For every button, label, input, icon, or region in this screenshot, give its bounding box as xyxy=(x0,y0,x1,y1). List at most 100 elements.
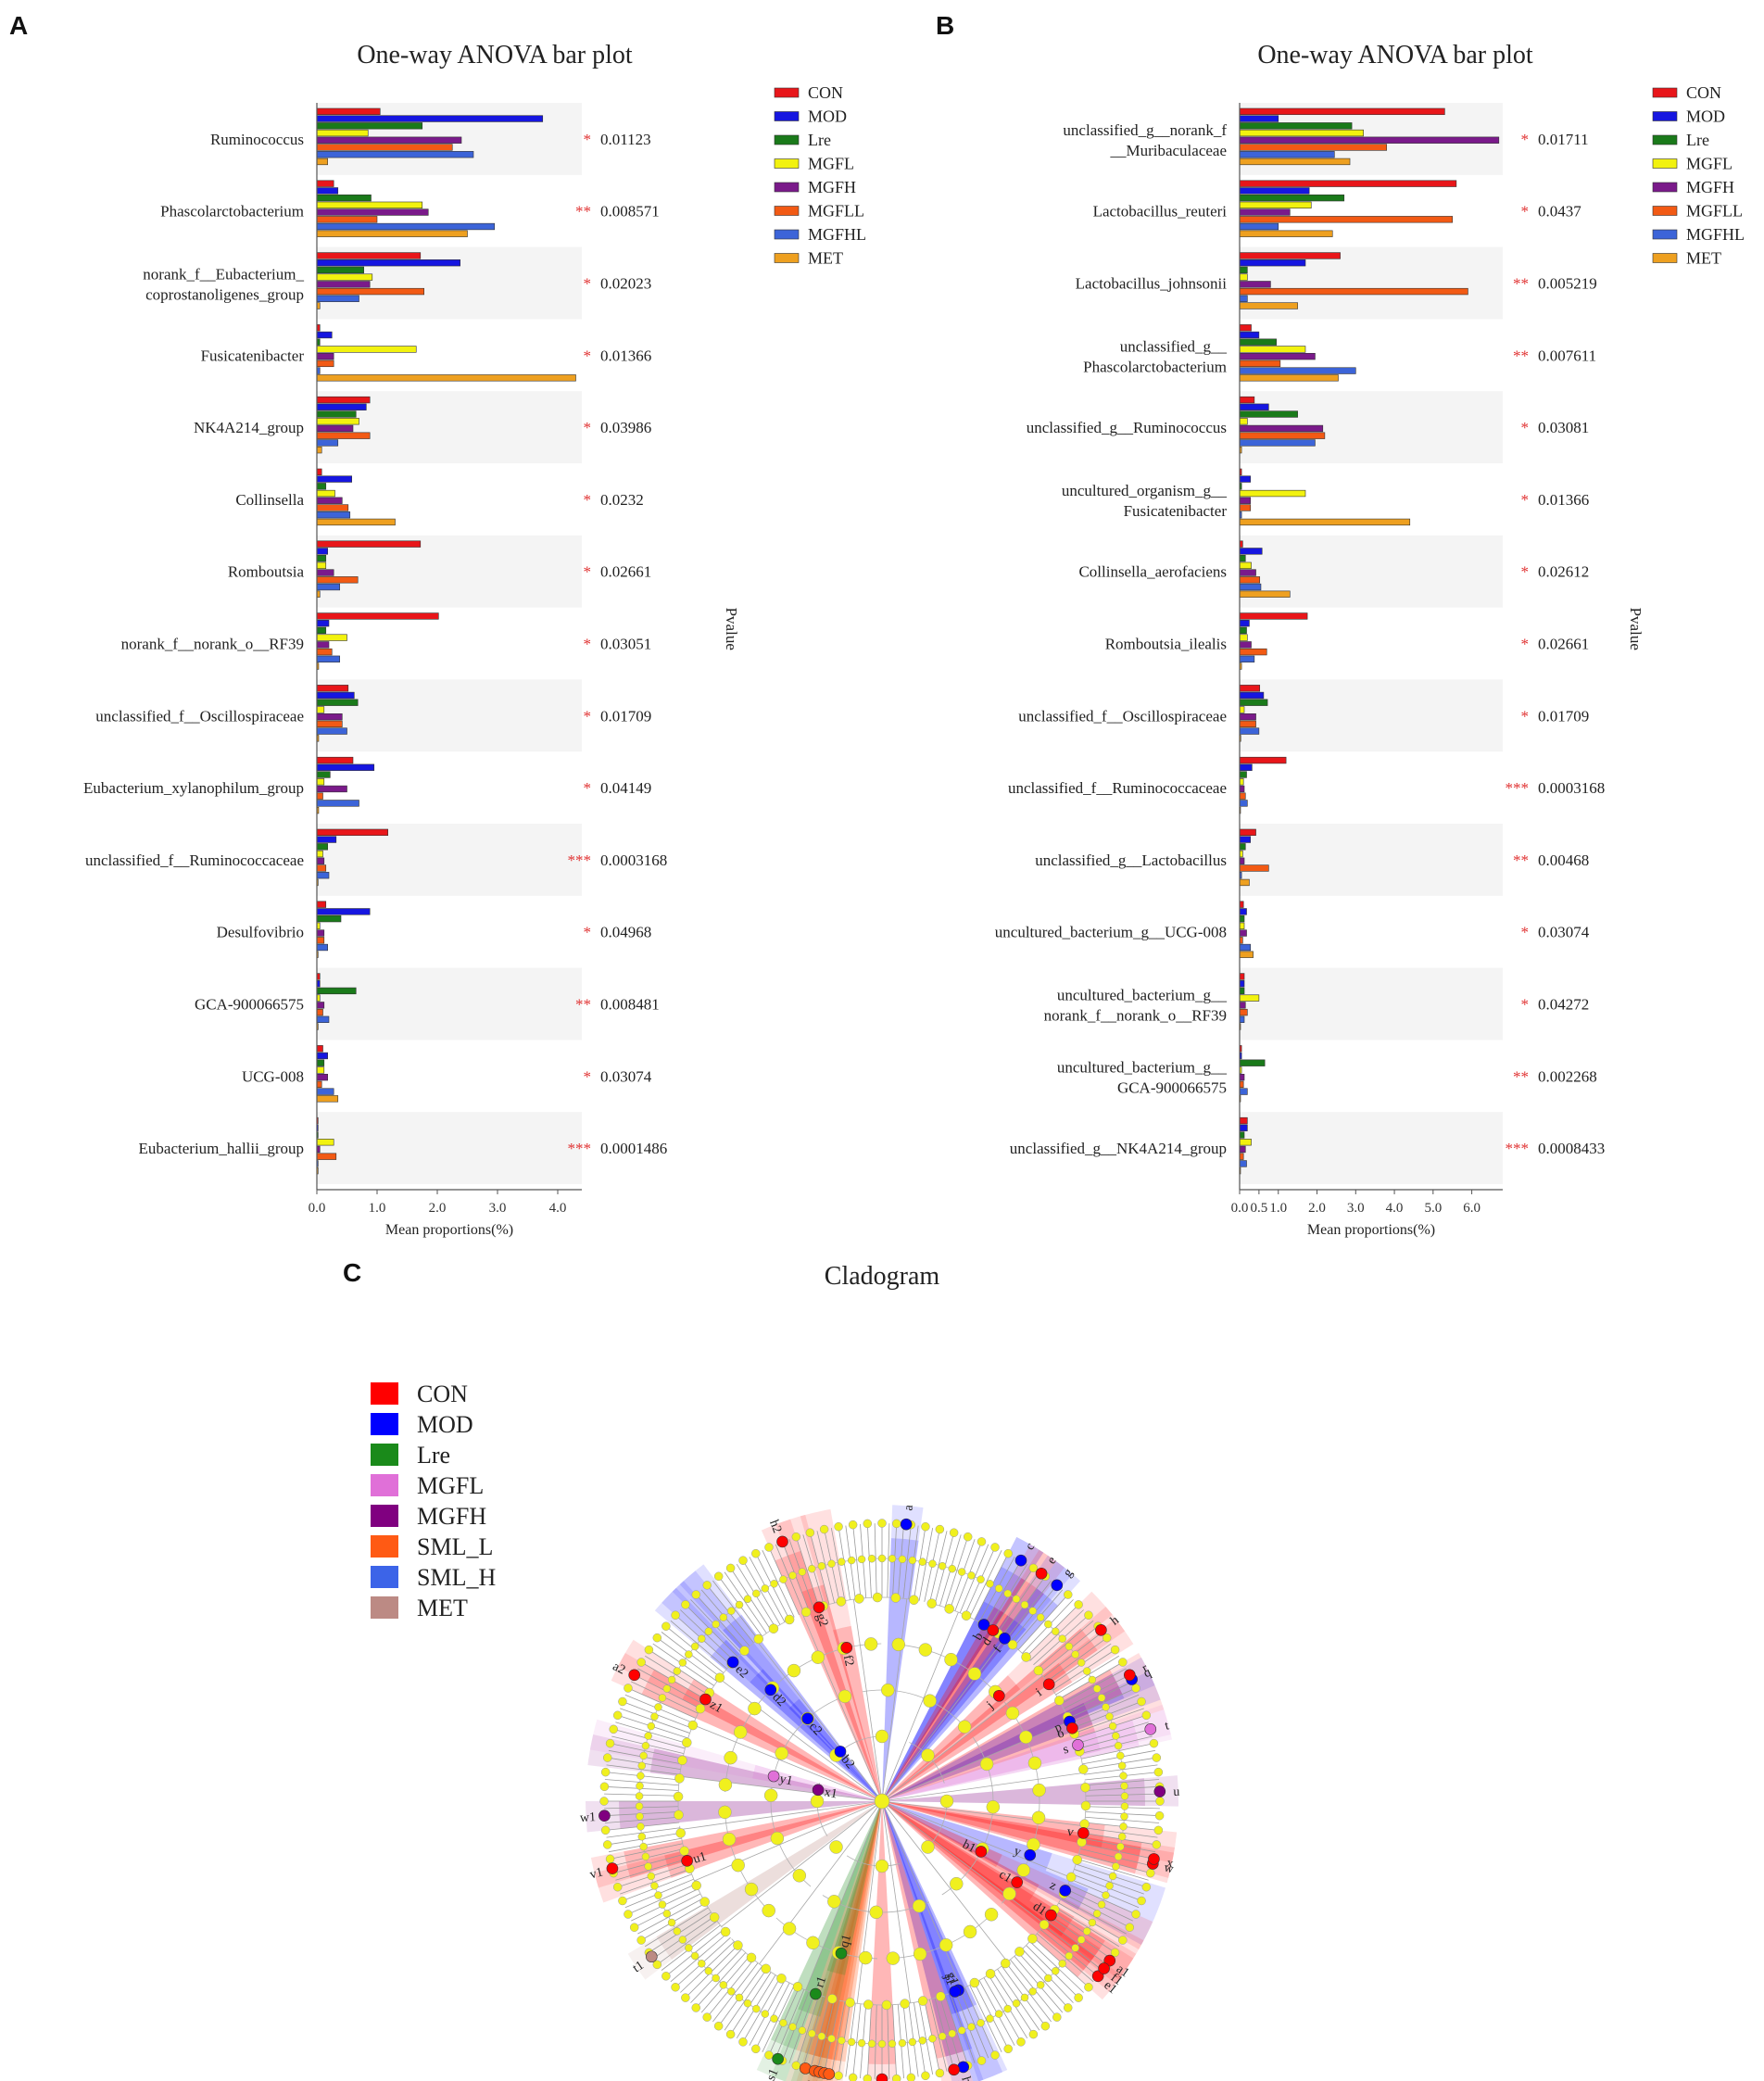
significance-stars: * xyxy=(584,563,592,581)
tree-node xyxy=(847,2037,856,2047)
tree-node xyxy=(776,1974,787,1984)
leaf-node xyxy=(624,1684,633,1693)
legend-swatch xyxy=(371,1566,398,1588)
highlight-node xyxy=(975,1846,988,1858)
tree-branch xyxy=(724,1571,767,1633)
bar-mgfh xyxy=(316,857,325,864)
bar-mod xyxy=(1239,691,1265,700)
tree-node xyxy=(727,1987,736,1996)
clade-shade xyxy=(882,1675,1021,1801)
tree-node xyxy=(1071,1650,1079,1658)
clade-shade xyxy=(882,1615,1027,1801)
leaf-node xyxy=(1028,1563,1039,1573)
legend-label: MGFH xyxy=(1686,178,1734,196)
significance-stars: * xyxy=(1521,491,1530,509)
leaf-node xyxy=(1154,1810,1165,1821)
leaf-node xyxy=(605,1738,615,1748)
legend-label: MGFLL xyxy=(1686,202,1743,221)
bar-con xyxy=(1239,107,1445,116)
pvalue-label: 0.03074 xyxy=(1538,924,1590,941)
tree-node xyxy=(845,1998,855,2008)
row-band xyxy=(1240,1112,1503,1184)
highlight-node xyxy=(1045,1909,1057,1922)
row-band xyxy=(1240,824,1503,896)
bar-mod xyxy=(1239,331,1260,339)
tree-node xyxy=(1116,1751,1125,1760)
bar-mod xyxy=(1239,475,1251,483)
tree-branch xyxy=(918,2001,934,2075)
tree-node xyxy=(704,1967,713,1975)
tree-node xyxy=(957,1720,972,1734)
tree-node xyxy=(1051,1967,1060,1975)
tree-node xyxy=(838,1558,846,1566)
leaf-node xyxy=(1153,1767,1164,1777)
leaf-node xyxy=(819,1524,829,1534)
clade-shade xyxy=(809,1801,882,2061)
tree-node xyxy=(948,2029,956,2038)
bar-mgfl xyxy=(316,346,417,353)
tree-node xyxy=(1112,1862,1120,1871)
bar-mgfll xyxy=(1239,144,1388,151)
row-band xyxy=(1240,967,1503,1040)
tree-node xyxy=(744,1882,759,1897)
legend-swatch xyxy=(774,253,800,263)
legend-label: MGFHL xyxy=(808,225,866,244)
significance-stars: * xyxy=(584,924,592,941)
pvalue-label: 0.0003168 xyxy=(1538,779,1605,797)
leaf-node xyxy=(863,2074,873,2081)
legend-swatch xyxy=(371,1444,398,1466)
tree-node xyxy=(957,2026,966,2035)
leaf-node xyxy=(935,2068,945,2078)
bar-mgfll xyxy=(1239,648,1267,656)
leaf-node xyxy=(805,1528,815,1537)
tree-node xyxy=(719,1613,728,1621)
tree-node xyxy=(1082,1667,1091,1675)
tree-node xyxy=(635,1792,644,1800)
bar-lre xyxy=(1239,554,1246,562)
bar-mgfll xyxy=(1239,359,1281,368)
tree-branch xyxy=(881,1800,1045,1924)
chart-title: One-way ANOVA bar plot xyxy=(1257,41,1533,69)
bar-lre xyxy=(1239,410,1298,418)
significance-stars: * xyxy=(1521,636,1530,653)
bar-mgfh xyxy=(1239,208,1291,216)
tree-node xyxy=(641,1741,650,1750)
tree-node xyxy=(770,2014,778,2023)
tree-branch xyxy=(604,1816,679,1823)
chart-title: One-way ANOVA bar plot xyxy=(357,41,633,69)
tree-branch xyxy=(657,1637,718,1683)
tree-branch xyxy=(712,1580,759,1640)
tree-branch xyxy=(627,1884,697,1915)
clade-label: r1 xyxy=(813,1974,829,1989)
leaf-node xyxy=(990,2050,1000,2060)
tree-node xyxy=(912,1898,926,1913)
tree-node xyxy=(854,1594,864,1604)
clade-label: y xyxy=(1012,1845,1023,1860)
clade-shade xyxy=(812,1801,882,2081)
bar-mgfh xyxy=(316,281,371,288)
clade-shade xyxy=(775,1514,882,1801)
tree-node xyxy=(888,1554,897,1563)
bar-mgfl xyxy=(1239,346,1306,353)
tree-node xyxy=(1014,1947,1025,1957)
tree-node xyxy=(877,1554,887,1563)
bar-mgfll xyxy=(316,937,325,944)
tree-node xyxy=(881,1683,895,1697)
row-band xyxy=(317,679,582,752)
tree-branch xyxy=(881,1800,1072,1878)
bar-con xyxy=(316,396,371,404)
tree-node xyxy=(690,1642,699,1651)
tree-branch xyxy=(1084,1827,1158,1838)
bar-met xyxy=(316,230,468,237)
tree-branch xyxy=(959,1989,989,2059)
bar-mgfh xyxy=(1239,1145,1246,1154)
bar-mgfhl xyxy=(1239,727,1260,735)
tree-branch xyxy=(695,1594,747,1650)
bar-mgfhl xyxy=(1239,367,1356,374)
bar-mgfl xyxy=(316,561,327,569)
tree-node xyxy=(838,1689,852,1704)
x-tick-label: 1.0 xyxy=(1269,1201,1287,1216)
highlight-node xyxy=(772,2052,784,2065)
bar-con xyxy=(316,468,322,476)
leaf-node xyxy=(1084,1610,1093,1621)
